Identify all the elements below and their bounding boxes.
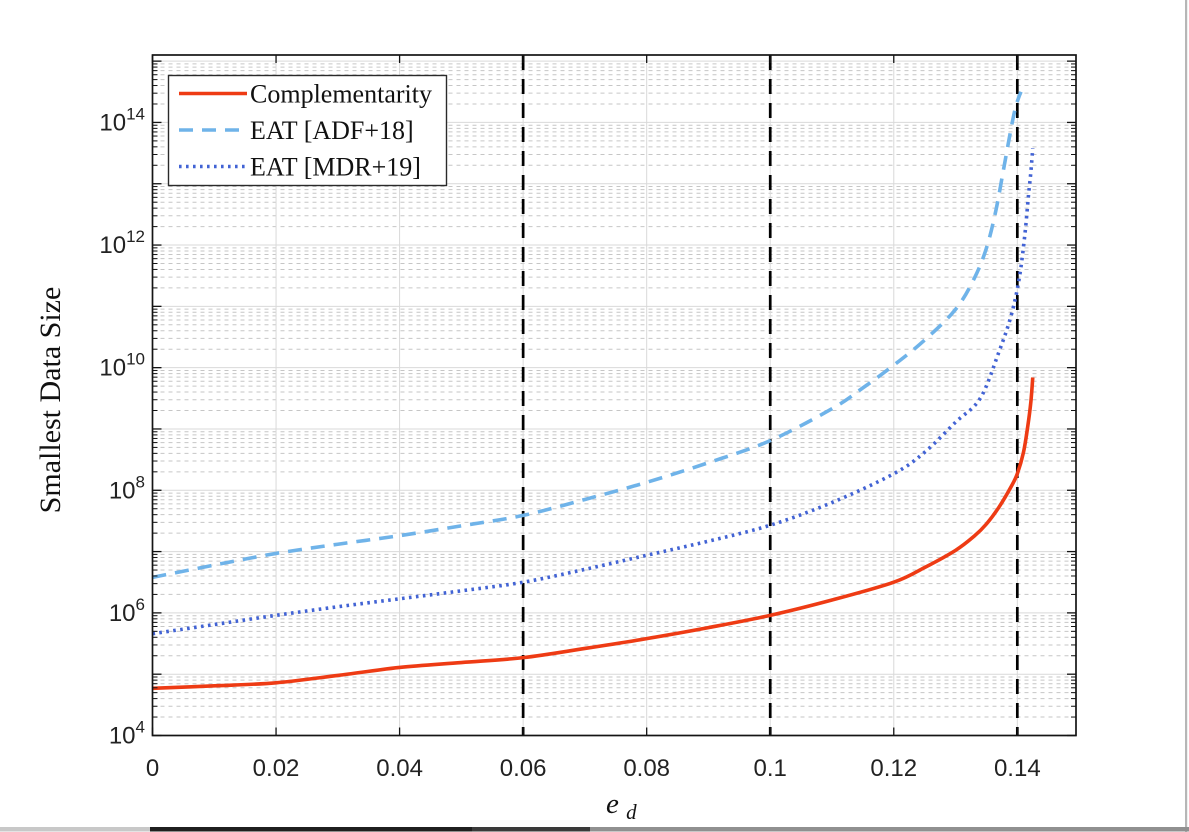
plot-frame xyxy=(151,54,1077,737)
series-line-eat-mdr-19 xyxy=(152,148,1035,636)
window-bottom-border-segment xyxy=(590,827,1189,832)
x-tick-label: 0.04 xyxy=(376,755,423,782)
x-tick-label: 0.14 xyxy=(994,755,1041,782)
legend: Complementarity EAT [ADF+18] EAT [MDR+19… xyxy=(167,74,448,187)
x-axis-label-base: e xyxy=(606,788,619,820)
legend-label-complementarity: Complementarity xyxy=(250,80,432,109)
x-tick-label: 0 xyxy=(146,755,159,782)
window-right-border xyxy=(1185,0,1188,832)
legend-label-eat-mdr19: EAT [MDR+19] xyxy=(250,153,421,182)
x-tick-label: 0.08 xyxy=(623,755,670,782)
x-tick-label: 0.02 xyxy=(253,755,300,782)
x-axis-label: e d xyxy=(606,788,637,824)
legend-entry-eat-mdr19: EAT [MDR+19] xyxy=(179,153,421,182)
y-tick-label: 1010 xyxy=(99,350,145,382)
window-bottom-border-segment xyxy=(472,827,590,832)
y-tick-label: 106 xyxy=(109,595,145,627)
x-tick-label: 0.12 xyxy=(870,755,917,782)
y-tick-label: 104 xyxy=(109,718,145,750)
tick-labels-layer: 0 0.02 0.04 0.06 0.08 0.1 0.12 0.14 104 106 108 101… xyxy=(99,104,1040,782)
window-bottom-border-segment xyxy=(150,827,472,832)
x-tick-label: 0.06 xyxy=(500,755,547,782)
curves-layer xyxy=(152,91,1035,691)
y-tick-label: 1014 xyxy=(99,104,145,136)
series-line-complementarity xyxy=(152,377,1035,691)
legend-label-eat-adf18: EAT [ADF+18] xyxy=(250,116,414,145)
series-line-eat-adf-18 xyxy=(152,91,1023,580)
y-tick-label: 108 xyxy=(109,472,145,504)
reference-lines-layer xyxy=(521,55,1019,736)
window-bottom-border-segment xyxy=(0,827,150,832)
legend-entry-complementarity: Complementarity xyxy=(179,80,432,109)
x-axis-label-subscript: d xyxy=(626,800,637,824)
legend-entry-eat-adf18: EAT [ADF+18] xyxy=(179,116,414,145)
x-tick-label: 0.1 xyxy=(754,755,787,782)
y-tick-label: 1012 xyxy=(99,227,145,259)
axes-layer xyxy=(151,54,1077,737)
y-axis-label: Smallest Data Size xyxy=(34,287,67,514)
